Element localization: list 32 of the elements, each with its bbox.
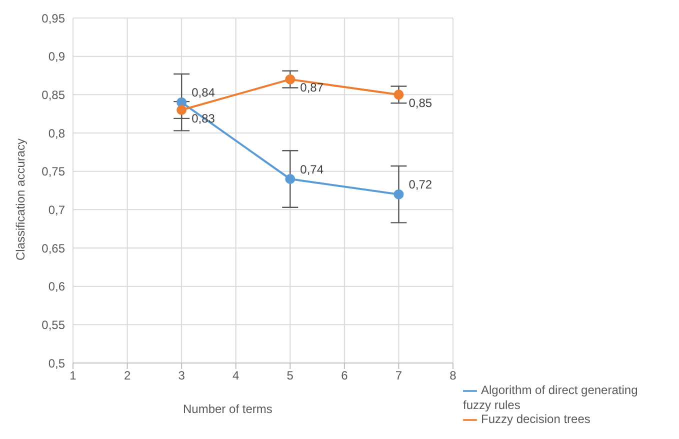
- data-label: 0,85: [408, 96, 432, 110]
- y-tick-label: 0,6: [48, 280, 66, 294]
- data-label: 0,87: [300, 80, 324, 95]
- x-tick-label: 6: [341, 368, 348, 383]
- y-tick-label: 0,65: [42, 241, 66, 256]
- point: [285, 74, 296, 84]
- x-tick-label: 1: [70, 368, 77, 383]
- y-tick-label: 0,5: [48, 356, 66, 370]
- legend-label: Algorithm of direct generating fuzzy rules: [463, 383, 638, 412]
- y-tick-label: 0,75: [42, 164, 66, 179]
- y-tick-label: 0,9: [48, 50, 66, 64]
- x-tick-label: 2: [124, 368, 131, 383]
- y-tick-label: 0,7: [48, 202, 66, 217]
- data-label: 0,72: [408, 178, 432, 192]
- x-tick-label: 8: [450, 368, 457, 383]
- point: [394, 189, 404, 200]
- y-tick-label: 0,55: [42, 318, 66, 332]
- data-label: 0,84: [192, 86, 216, 100]
- x-tick-label: 3: [178, 368, 186, 383]
- y-tick-label: 0,85: [42, 88, 66, 102]
- y-axis-title: Classification accuracy: [13, 138, 28, 260]
- data-label: 0,74: [300, 162, 324, 176]
- y-tick-label: 0,8: [48, 126, 66, 140]
- x-tick-label: 5: [286, 368, 294, 383]
- point: [394, 90, 404, 100]
- point: [285, 174, 296, 184]
- y-tick-label: 0,95: [42, 11, 66, 26]
- x-tick-label: 7: [395, 368, 402, 383]
- x-tick-label: 4: [232, 368, 240, 383]
- legend-label: Fuzzy decision trees: [481, 412, 590, 426]
- point: [176, 105, 187, 115]
- x-axis-title: Number of terms: [183, 402, 272, 416]
